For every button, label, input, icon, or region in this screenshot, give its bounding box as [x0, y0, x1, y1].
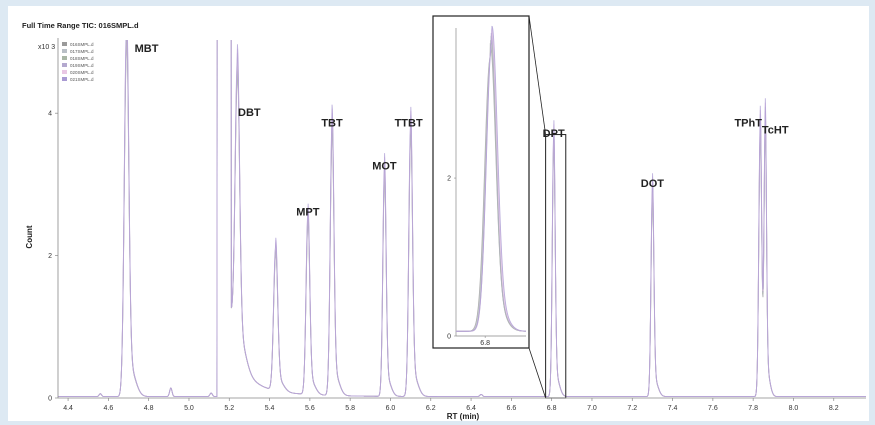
x-tick-label: 6.0 [386, 405, 396, 412]
zoom-connector-top [528, 15, 547, 135]
peak-label-dbt: DBT [238, 107, 261, 119]
y-axis-ticks: 0 2 4 [48, 111, 58, 403]
legend-entry: 020SMPL.d [70, 70, 94, 75]
legend-swatch [62, 49, 67, 53]
peak-label-tcht: TcHT [762, 125, 789, 137]
peak-label-dot: DOT [641, 178, 665, 190]
x-tick-label: 6.2 [426, 405, 436, 412]
inset-series-trace-6 [456, 25, 527, 332]
x-tick-label: 7.8 [748, 405, 758, 412]
peak-label-mot: MOT [372, 160, 397, 172]
x-tick-label: 4.4 [63, 405, 73, 412]
y-axis-title: Count [25, 225, 34, 248]
legend-entry: 018SMPL.d [70, 56, 94, 61]
legend-swatch [62, 42, 67, 46]
x-tick-label: 7.6 [708, 405, 718, 412]
x-tick-label: 5.2 [224, 405, 234, 412]
legend-swatch [62, 77, 67, 81]
x-tick-label: 6.4 [466, 405, 476, 412]
x-tick-label: 8.2 [829, 405, 839, 412]
peak-label-mbt: MBT [135, 43, 159, 55]
legend-entry: 019SMPL.d [70, 63, 94, 68]
inset-x-tick-label: 6.8 [480, 340, 490, 347]
x-tick-label: 5.8 [345, 405, 355, 412]
x-tick-label: 8.0 [789, 405, 799, 412]
zoom-connector-bottom [528, 347, 547, 399]
y-tick-label: 0 [48, 396, 52, 403]
x-tick-label: 7.4 [668, 405, 678, 412]
x-tick-label: 6.6 [506, 405, 516, 412]
chart-title: Full Time Range TIC: 016SMPL.d [22, 21, 139, 30]
legend-entry: 016SMPL.d [70, 42, 94, 47]
y-tick-label: 4 [48, 111, 52, 118]
chromatogram-traces [58, 40, 866, 398]
inset-panel: 026.8 [432, 15, 530, 349]
legend: 016SMPL.d 017SMPL.d 018SMPL.d 019SMPL.d 020S… [62, 42, 94, 82]
y-tick-label: 2 [48, 253, 52, 260]
x-tick-label: 4.6 [104, 405, 114, 412]
legend-entry: 017SMPL.d [70, 49, 94, 54]
peak-label-tbt: TBT [321, 118, 343, 130]
legend-swatch [62, 63, 67, 67]
inset-y-tick-label: 0 [447, 334, 451, 341]
x-tick-label: 5.0 [184, 405, 194, 412]
x-tick-label: 5.6 [305, 405, 315, 412]
x-tick-label: 5.4 [265, 405, 275, 412]
legend-entry: 021SMPL.d [70, 77, 94, 82]
legend-swatch [62, 56, 67, 60]
legend-swatch [62, 70, 67, 74]
x-tick-label: 6.8 [547, 405, 557, 412]
peak-label-ttbt: TTBT [395, 118, 423, 130]
peak-label-mpt: MPT [296, 207, 320, 219]
y-multiplier-label: x10 3 [38, 44, 55, 51]
series-trace-6 [58, 40, 866, 398]
x-tick-label: 7.2 [627, 405, 637, 412]
x-axis-title: RT (min) [447, 412, 480, 421]
inset-y-tick-label: 2 [447, 176, 451, 183]
x-tick-label: 7.0 [587, 405, 597, 412]
x-axis-ticks: 4.4 4.6 4.8 5.0 5.2 5.4 5.6 5.8 6.0 6.2 6.4 6.6 6.8 7… [63, 398, 839, 412]
peak-label-tpht: TPhT [734, 118, 762, 130]
x-tick-label: 4.8 [144, 405, 154, 412]
